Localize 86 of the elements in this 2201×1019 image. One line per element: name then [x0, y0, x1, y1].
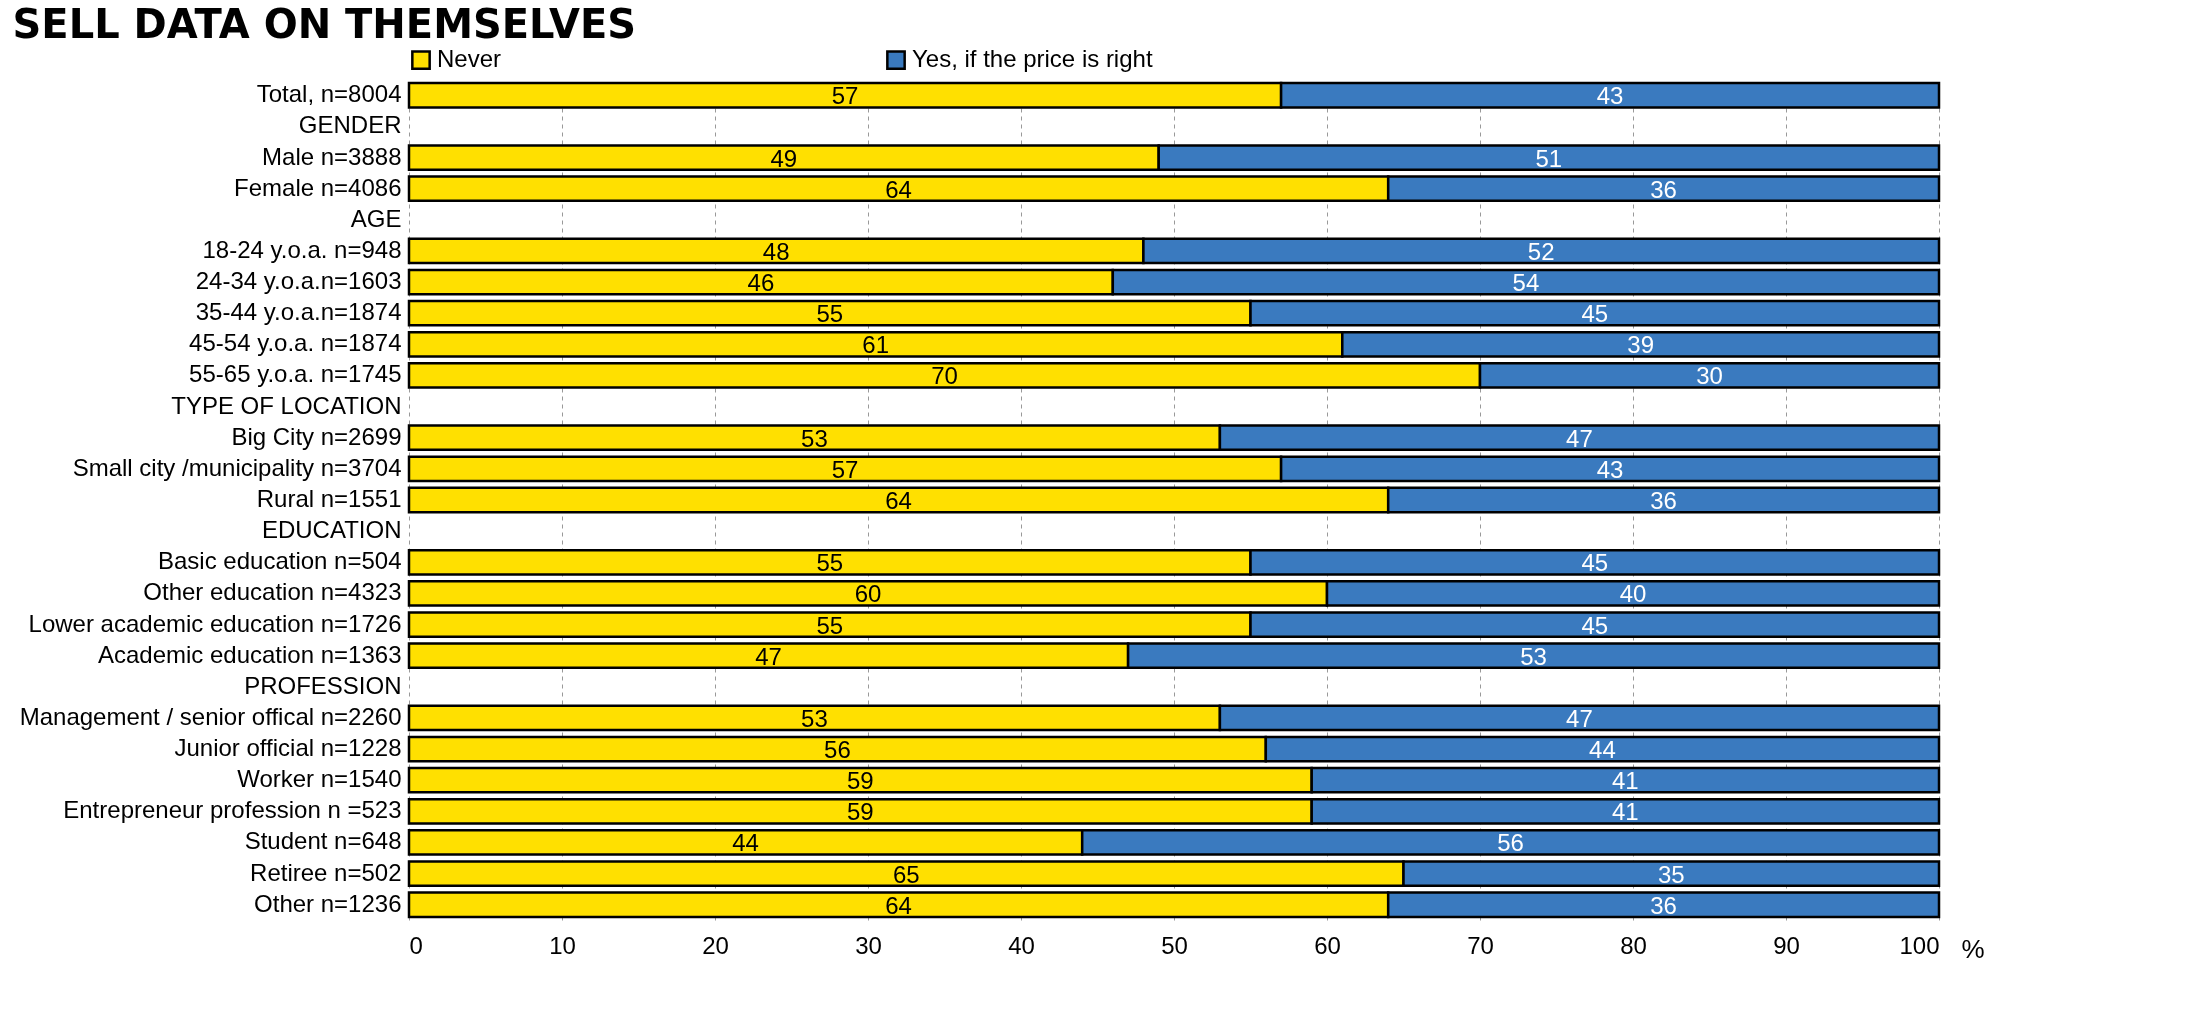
data-label: 53 — [801, 704, 828, 732]
y-tick-label: EDUCATION — [261, 516, 402, 544]
legend-label: Yes, if the price is right — [912, 45, 1153, 73]
data-label: 43 — [1596, 82, 1624, 110]
data-label: 36 — [1650, 487, 1677, 514]
y-tick-label: Junior official n=1228 — [174, 734, 402, 762]
y-tick-label: Big City n=2699 — [231, 422, 402, 450]
x-tick-label: 70 — [1467, 931, 1494, 959]
data-label: 35 — [1657, 860, 1685, 888]
data-label: 44 — [1589, 736, 1616, 764]
y-tick-label: Basic education n=504 — [157, 547, 402, 575]
data-label: 55 — [816, 611, 844, 639]
data-label: 53 — [801, 424, 828, 452]
data-label: 52 — [1527, 237, 1555, 265]
data-label: 64 — [885, 487, 912, 514]
y-tick-label: Management / senior offical n=2260 — [19, 702, 402, 730]
data-label: 49 — [770, 144, 798, 172]
data-label: 44 — [732, 829, 759, 857]
data-label: 59 — [847, 798, 874, 826]
y-tick-label: Worker n=1540 — [237, 765, 402, 793]
y-tick-label: Other education n=4323 — [143, 578, 402, 606]
data-label: 61 — [862, 331, 889, 359]
chart-title: SELL DATA ON THEMSELVES — [12, 1, 637, 47]
y-tick-label: 18-24 y.o.a. n=948 — [202, 235, 402, 263]
data-label: 64 — [885, 891, 912, 919]
y-tick-label: Male n=3888 — [262, 142, 402, 170]
data-label: 59 — [847, 767, 874, 795]
y-tick-label: 55-65 y.o.a. n=1745 — [189, 360, 402, 388]
data-label: 65 — [892, 860, 920, 888]
y-tick-label: 45-54 y.o.a. n=1874 — [189, 329, 402, 357]
x-tick-label: 80 — [1620, 931, 1647, 959]
data-label: 51 — [1535, 144, 1563, 172]
y-tick-label: Female n=4086 — [234, 173, 402, 201]
data-label: 56 — [1497, 829, 1524, 857]
data-label: 70 — [931, 362, 958, 390]
legend-label: Never — [437, 45, 502, 73]
x-tick-label: 20 — [702, 931, 729, 959]
y-tick-label: Total, n=8004 — [256, 80, 402, 108]
y-tick-label: Student n=648 — [244, 827, 402, 855]
data-label: 56 — [824, 736, 851, 764]
data-label: 40 — [1619, 580, 1647, 608]
x-tick-label: 100 — [1899, 931, 1940, 959]
x-tick-label: 10 — [549, 931, 576, 959]
data-label: 36 — [1650, 175, 1677, 203]
data-label: 47 — [1566, 424, 1593, 452]
data-label: 57 — [831, 82, 859, 110]
data-label: 45 — [1581, 300, 1609, 328]
data-label: 36 — [1650, 891, 1677, 919]
data-label: 43 — [1596, 455, 1624, 483]
data-label: 54 — [1512, 269, 1540, 297]
data-label: 41 — [1612, 798, 1639, 826]
data-label: 48 — [762, 237, 790, 265]
data-label: 53 — [1520, 642, 1547, 670]
y-tick-label: GENDER — [298, 111, 402, 139]
x-axis-title: % — [1961, 933, 1985, 964]
y-tick-label: Other n=1236 — [254, 889, 402, 917]
data-label: 55 — [816, 549, 844, 577]
y-tick-label: Entrepreneur profession n =523 — [63, 796, 402, 824]
y-tick-label: PROFESSION — [244, 671, 402, 699]
x-tick-label: 50 — [1161, 931, 1188, 959]
y-tick-label: 24-34 y.o.a.n=1603 — [195, 267, 402, 295]
x-tick-label: 40 — [1008, 931, 1035, 959]
data-label: 57 — [831, 455, 859, 483]
data-label: 60 — [854, 580, 882, 608]
y-tick-label: AGE — [350, 204, 402, 232]
data-label: 39 — [1627, 331, 1654, 359]
y-tick-label: Small city /municipality n=3704 — [72, 453, 402, 481]
data-label: 30 — [1696, 362, 1723, 390]
data-label: 45 — [1581, 611, 1609, 639]
data-label: 64 — [885, 175, 912, 203]
data-label: 55 — [816, 300, 844, 328]
y-tick-label: Retiree n=502 — [250, 858, 402, 886]
x-tick-label: 30 — [855, 931, 882, 959]
x-tick-label: 0 — [409, 931, 423, 959]
data-label: 47 — [1566, 704, 1593, 732]
data-label: 47 — [755, 642, 782, 670]
y-tick-label: 35-44 y.o.a.n=1874 — [195, 298, 402, 326]
data-label: 45 — [1581, 549, 1609, 577]
y-tick-label: Academic education n=1363 — [97, 640, 402, 668]
y-tick-label: Lower academic education n=1726 — [28, 609, 402, 637]
x-tick-label: 90 — [1773, 931, 1800, 959]
data-label: 46 — [747, 269, 775, 297]
data-label: 41 — [1612, 767, 1639, 795]
x-tick-label: 60 — [1314, 931, 1341, 959]
y-tick-label: Rural n=1551 — [256, 485, 402, 512]
y-tick-label: TYPE OF LOCATION — [171, 391, 402, 419]
